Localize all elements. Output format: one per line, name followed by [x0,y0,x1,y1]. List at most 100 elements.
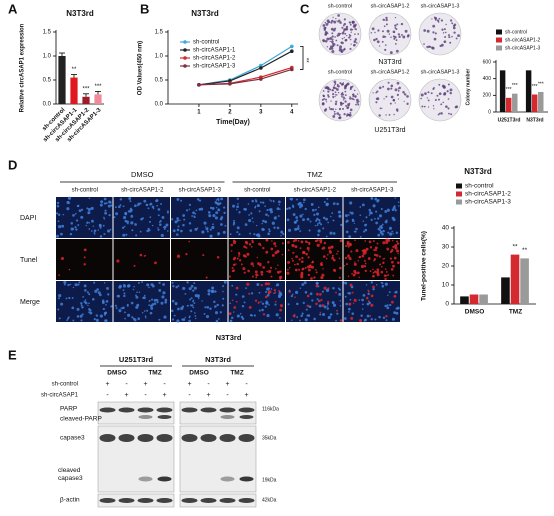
cell [325,235,328,238]
cell [215,206,218,209]
cell [235,300,238,303]
cell [351,312,355,315]
cell [99,226,102,229]
colony [438,83,441,86]
cell [230,243,234,247]
cell [300,275,304,279]
cell [383,257,386,260]
cell [233,311,235,313]
cell [307,256,310,259]
colony [321,98,324,101]
cell [194,212,197,215]
cell [269,266,273,269]
colony [382,85,385,88]
cell [345,302,348,306]
cell [195,209,198,212]
cell [147,207,150,210]
cell [352,302,355,305]
cell [315,219,318,222]
colony [345,104,348,107]
cell [107,293,110,296]
cell [192,306,195,309]
cell [248,292,251,295]
band [99,434,116,442]
colony [397,98,400,100]
cell [268,208,272,211]
colony [345,38,348,42]
cell [56,204,60,208]
cell [245,246,248,249]
cell [387,231,390,234]
cell [71,306,75,310]
chart-title: N3T3rd [191,9,219,18]
cell [93,281,96,284]
cell [238,253,241,256]
line [198,68,292,86]
cell [207,211,211,214]
cell [362,293,366,297]
cell [107,204,111,208]
colony [332,109,334,111]
legend-label: sh-circASAP1-2 [193,56,236,62]
cell [273,242,277,246]
cell [358,299,361,301]
cell [320,298,323,302]
colony [327,95,330,98]
cell [355,249,359,253]
cell [394,295,397,297]
colony [328,20,331,24]
colony [429,45,432,48]
marker-label: 116kDa [262,406,279,412]
cell [343,281,346,284]
colony [324,39,328,43]
cell [318,219,321,222]
cell [175,303,177,306]
colony [349,38,352,41]
cell [123,283,126,287]
colony [385,18,388,22]
cell [186,281,189,284]
cell [397,201,400,204]
cell [162,283,166,286]
cell [258,309,261,312]
cell [236,205,239,209]
cell [119,198,123,201]
cell [158,281,161,284]
cell [116,259,120,263]
cell [327,253,329,256]
sign: - [144,392,147,399]
colony [324,21,327,24]
cell [124,317,126,320]
colony [390,84,394,88]
treatment-label: DMSO [189,370,209,377]
cell [270,247,274,251]
cell [57,297,60,300]
colony [387,81,390,84]
cell [276,226,280,230]
cell [231,299,234,302]
colony [335,94,337,96]
cell [88,197,91,200]
colony [446,90,449,93]
cell [345,263,348,266]
y-tick-label: 600 [483,59,492,65]
band [118,434,135,442]
colony [341,95,343,98]
colony [349,96,351,98]
cell [121,226,125,229]
cell [102,224,105,227]
colony [349,23,352,26]
cell [331,301,335,305]
cell [281,253,284,256]
condition-label: sh-circASAP1 [41,393,79,399]
colony [321,102,325,106]
micrograph [113,281,170,322]
cell [102,301,105,305]
cell [123,292,126,295]
cell [185,209,189,212]
cell [215,211,219,215]
cell [322,227,325,230]
cell [384,282,388,286]
cell [268,304,270,306]
cell [392,218,396,222]
